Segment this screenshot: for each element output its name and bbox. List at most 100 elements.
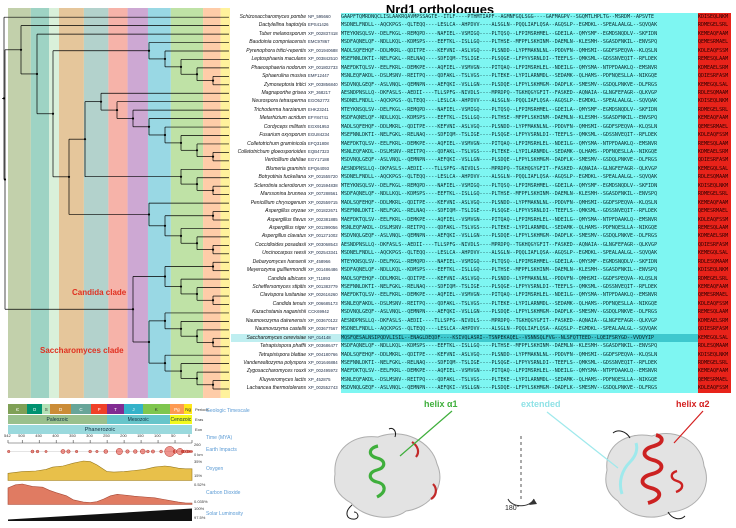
eon: Phanerozoic xyxy=(8,425,192,434)
alignment-row: Cordyceps militaris EGX91953 MADLSQFEHQF--… xyxy=(231,122,731,132)
accession: XP_003842510 xyxy=(308,56,338,62)
accession: XP_003686477 xyxy=(308,343,338,349)
accession: EGY17188 xyxy=(308,157,330,163)
helix2-sequence: RDMEGELSRL xyxy=(698,190,731,199)
accession: XP_001940688 xyxy=(308,47,338,53)
helix2-sequence: KEMEAQFAAM xyxy=(698,283,731,292)
species-name: Tetrapisispora blattae xyxy=(258,351,306,358)
time-tick-50: 50 xyxy=(171,433,176,438)
oxygen-label: Oxygen xyxy=(206,466,224,472)
accession: XP_001271002 xyxy=(308,233,338,239)
helix2-sequence: KDMEAELSRM xyxy=(698,63,731,73)
time-tick-542: 542 xyxy=(4,433,11,438)
accession: XP_003068543 xyxy=(308,241,338,247)
time-tick-200: 200 xyxy=(120,433,127,438)
helix2-sequence: RDLESQMAAM xyxy=(698,173,731,182)
sequence: MSDVNQLGEQF--ASLVNQL--QEMNPN----AEFQKI--… xyxy=(341,384,698,393)
eras-side-label: Eras xyxy=(195,417,204,422)
sequence: GAAPFTQMRDNQCLISLAAKRQAVMPSSAGTE--ITLF--… xyxy=(341,13,698,22)
alignment-row: Zygosaccharomyces rouxii XP_002495972 MAEF… xyxy=(231,367,731,376)
species-name: Kluyveromyces lactis xyxy=(259,376,306,383)
accession: XP_001383779 xyxy=(308,284,338,289)
accession: XP_002559715 xyxy=(308,199,338,205)
helix2-sequence: KEMEAQFAAM xyxy=(698,198,731,208)
accession: EPS41426 xyxy=(308,22,329,28)
species-name: Aspergillus oryzae xyxy=(265,208,306,215)
alignment-row: Fusarium oxysporum EGU84234 MSEFNNLDKTI--N… xyxy=(231,131,731,140)
species-name: Magnaporthe grisea xyxy=(261,89,306,96)
accession: XP_001399056 xyxy=(308,224,338,230)
alignment-row: Coccidioides posadasii XP_003068543 AESNDP… xyxy=(231,240,731,250)
accession: XP_001486486 xyxy=(308,267,338,273)
solar-lumin-label: Solar Luminosity xyxy=(206,511,243,517)
period-J: J xyxy=(124,404,143,414)
impacts-scale-top: 260 xyxy=(194,442,201,447)
time-tick-0: 0 xyxy=(188,433,191,438)
species-name: Clavispora lusitaniae xyxy=(259,292,306,299)
time-tick-150: 150 xyxy=(137,433,144,438)
accession: NP_595660 xyxy=(308,14,331,19)
period-P: P xyxy=(91,404,108,414)
sequence: MSNLEQFAKDL--DSLMSNV--REITPQ----QDFAKL--… xyxy=(341,375,698,385)
species-name: Naumovozyma castellii xyxy=(254,326,306,333)
accession: XP_007288561 xyxy=(308,191,338,197)
alignment-row: Uncinocarpus reesii XP_002543341 MSDNELFND… xyxy=(231,249,731,258)
helix2-sequence: KDMEAELSRM xyxy=(698,148,731,157)
helix2-sequence: QEMESRMAEL xyxy=(698,207,731,216)
species-name: Pyrenophora tritici-repentis xyxy=(246,47,306,54)
accession: NP_014148 xyxy=(308,333,341,343)
helix2-sequence: QDIESRFASM xyxy=(698,156,731,165)
sequence: MAEFDKTQLSV--EELFKRL--DEMKPE----AQFIEL--… xyxy=(341,367,698,376)
era-Cenozoic: Cenozoic xyxy=(169,415,192,424)
helix2-sequence: KDISEQLNKM xyxy=(698,266,731,275)
extended-strand xyxy=(618,442,639,495)
helix2-sequence: QDIESRFASM xyxy=(698,325,731,334)
phylogenetic-tree xyxy=(2,8,230,398)
period-S: S xyxy=(42,404,51,414)
sequence: MADLSQFEHQF--DDLMKRL--QDITPE----KEFVNI--… xyxy=(341,46,698,56)
period-Є: Є xyxy=(8,404,27,414)
sequence: MSEFNNLDKTI--NELFGKL--RELNAQ----SDFIQM--… xyxy=(341,131,698,140)
period-T: T xyxy=(107,404,124,414)
accession: EPQ64093 xyxy=(308,165,330,171)
sequence: MSDNELFNDLL--AQCKPGS--QLTEQQ----LESLCA--… xyxy=(341,97,698,106)
period-Ng: Ng xyxy=(184,404,192,414)
alignment-row: Marssonina brunnea XP_007288561 MSDFAQNELQ… xyxy=(231,190,731,199)
period-Pg: Pg xyxy=(169,404,185,414)
alignment-row: Naumovozyma dairenensis XP_003670122 AESND… xyxy=(231,316,731,326)
species-name: Meyerozyma guilliermondii xyxy=(246,267,306,274)
helix2-sequence: RDMEGELSRL xyxy=(698,21,731,30)
left-red-accent-1 xyxy=(411,441,420,458)
alignment-row: Tetrapisispora blattae XP_004180766 MADLSQ… xyxy=(231,350,731,359)
helix2-sequence: QDIESRFASM xyxy=(698,72,731,81)
co2-chart xyxy=(7,483,193,505)
accession: CCK69942 xyxy=(308,309,330,315)
sequence: MAEFDKTQLSV--EELFKRL--DEMKPE----AQFIEL--… xyxy=(341,139,698,148)
accession: XP_001646884 xyxy=(308,359,338,365)
species-name: Zygosaccharomyces rouxii xyxy=(246,368,306,375)
species-name: Botryotinia fuckeliana xyxy=(258,174,306,181)
species-name: Tuber melanosporum xyxy=(258,30,306,37)
sequence: MSDNELFNDLL--AQCKPGS--QLTEQQ----LESLCA--… xyxy=(341,173,698,182)
sequence: MADLSQFEHQF--DDLMKRL--QDITPE----KEFVNI--… xyxy=(341,274,698,283)
accession: XP_368217 xyxy=(308,89,331,95)
species-name: Leptosphaeria maculans xyxy=(251,56,306,63)
species-name: Fusarium oxysporum xyxy=(259,132,306,139)
alignment-row: Candida tenuis XP_006685173 MSNLEQFAKDL--D… xyxy=(231,299,731,309)
species-name: Neurospora tetrasperma xyxy=(251,98,306,105)
species-name: Vanderwaltozyma polyspora xyxy=(243,359,306,366)
sequence: MQSFQESALNSIPQDVLISIL--ENAGLDEQDF----KSI… xyxy=(341,333,698,343)
eon-side-label: Eon xyxy=(195,427,203,432)
sequence: MTEYKNSQLSV--DELFKGL--REMQPD----NAFIEL--… xyxy=(341,257,698,267)
period-O: O xyxy=(26,404,43,414)
alignment-row: Clavispora lusitaniae XP_002616260 MAEFDKT… xyxy=(231,291,731,300)
species-name: Dactylellina haptotyla xyxy=(258,22,306,29)
helix-a2-label: helix α2 xyxy=(676,399,710,409)
era-Paleozoic: Paleozoic xyxy=(8,415,107,424)
accession: XP_452875 xyxy=(308,376,331,382)
species-name: Sphaerulina musiva xyxy=(262,73,306,80)
helix2-sequence: RDLESQMAAM xyxy=(698,257,731,267)
period-K: K xyxy=(142,404,170,414)
oxygen-chart xyxy=(7,460,193,481)
alignment-row: Zymoseptoria tritici XP_003856840 MSDVNQLG… xyxy=(231,80,731,89)
